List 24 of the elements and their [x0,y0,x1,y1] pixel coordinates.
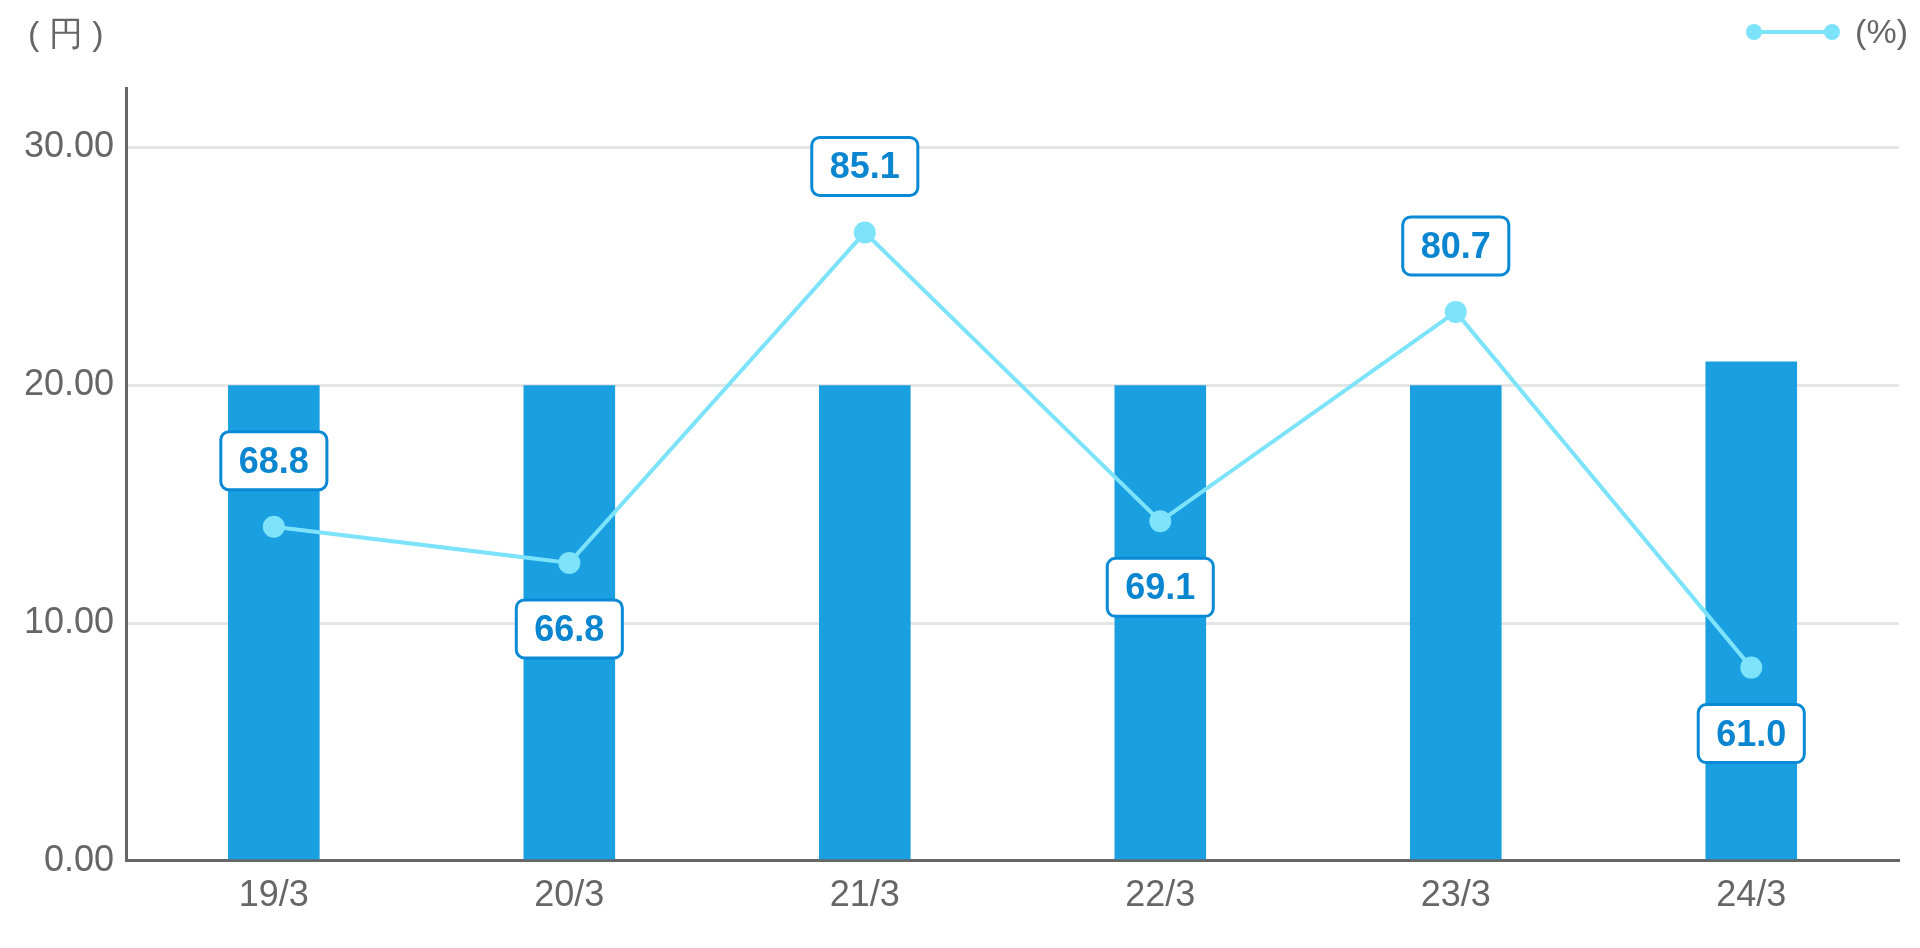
y-tick-label: 0.00 [44,837,115,879]
point [1149,510,1172,533]
data-label: 85.1 [829,145,900,187]
y-tick-label: 30.00 [23,124,115,166]
data-label: 61.0 [1716,712,1787,754]
x-tick-label: 21/3 [829,873,900,915]
legend-label: (%) [1855,12,1908,51]
data-label: 69.1 [1125,566,1196,608]
y-tick-label: 10.00 [23,599,115,641]
point [1740,656,1763,679]
x-tick-label: 22/3 [1125,873,1196,915]
x-tick-label: 19/3 [238,873,309,915]
data-label: 68.8 [238,439,309,481]
point [262,515,285,538]
y-tick-label: 20.00 [23,362,115,404]
x-tick-label: 23/3 [1420,873,1491,915]
data-label: 80.7 [1420,224,1491,266]
x-tick-label: 24/3 [1716,873,1787,915]
point [853,221,876,244]
point [1444,300,1467,323]
y-axis-title: ( 円 ) [28,14,104,53]
data-label: 66.8 [534,607,605,649]
x-tick-label: 20/3 [534,873,605,915]
point [558,551,581,574]
